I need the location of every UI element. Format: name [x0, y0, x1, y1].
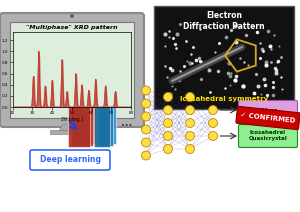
Bar	[74, 102, 96, 144]
Bar	[68, 105, 90, 147]
Bar	[94, 105, 110, 147]
Title: "Multiphase" XRD pattern: "Multiphase" XRD pattern	[26, 25, 118, 30]
Circle shape	[164, 145, 172, 153]
Bar	[10, 22, 134, 118]
Circle shape	[185, 92, 194, 102]
Bar	[100, 102, 116, 144]
FancyBboxPatch shape	[238, 100, 298, 120]
Circle shape	[208, 131, 217, 141]
Circle shape	[142, 112, 151, 121]
Circle shape	[164, 131, 172, 141]
Y-axis label: Intensity [a. u.]: Intensity [a. u.]	[0, 51, 1, 88]
FancyBboxPatch shape	[238, 124, 298, 148]
Circle shape	[185, 106, 194, 114]
Circle shape	[164, 106, 172, 114]
Text: Electron
Diffraction Pattern: Electron Diffraction Pattern	[183, 11, 265, 31]
Circle shape	[142, 125, 151, 134]
Text: Icosahedral
Quasicrystal: Icosahedral Quasicrystal	[249, 130, 287, 141]
Circle shape	[164, 92, 172, 102]
FancyBboxPatch shape	[236, 106, 300, 130]
Circle shape	[70, 14, 74, 18]
Circle shape	[208, 106, 217, 114]
Text: Deep learning: Deep learning	[40, 155, 100, 165]
Circle shape	[185, 119, 194, 127]
Circle shape	[142, 151, 151, 160]
Circle shape	[142, 86, 151, 95]
Bar	[50, 130, 94, 134]
Polygon shape	[59, 124, 85, 131]
Text: Other: Other	[258, 107, 278, 113]
Bar	[97, 103, 113, 145]
Text: ✓ CONFIRMED: ✓ CONFIRMED	[240, 112, 296, 124]
Circle shape	[208, 119, 217, 127]
Circle shape	[185, 145, 194, 153]
Text: Icosahedral symmetry: Icosahedral symmetry	[180, 96, 268, 102]
FancyBboxPatch shape	[0, 13, 144, 127]
Bar	[154, 6, 294, 109]
Bar	[71, 103, 93, 145]
Circle shape	[142, 138, 151, 147]
Text: ...: ...	[122, 118, 133, 128]
Circle shape	[164, 119, 172, 127]
X-axis label: 2θ [deg.]: 2θ [deg.]	[61, 117, 83, 122]
Circle shape	[185, 131, 194, 141]
Circle shape	[142, 99, 151, 108]
FancyBboxPatch shape	[30, 150, 110, 170]
